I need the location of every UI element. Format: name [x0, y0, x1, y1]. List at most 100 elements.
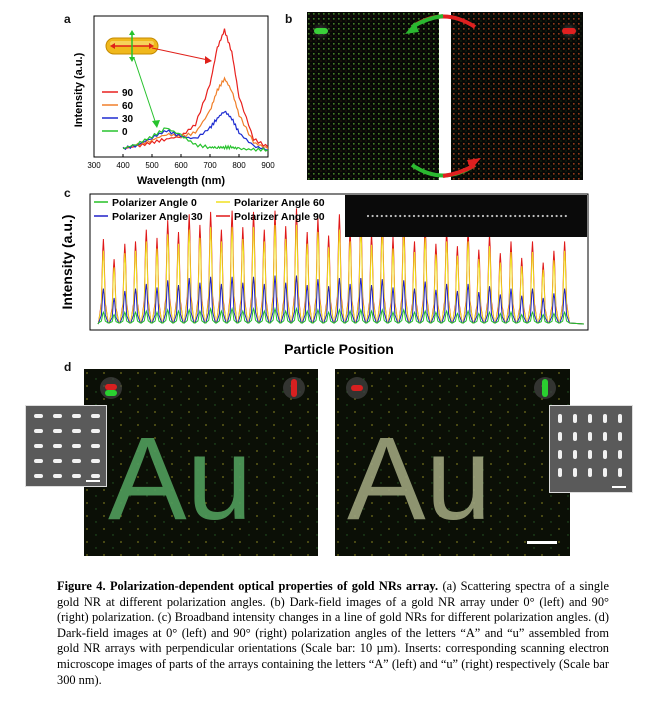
- inset-particle: [371, 214, 374, 218]
- y-axis-label-c: Intensity (a.u.): [59, 215, 75, 310]
- inset-particle: [380, 214, 383, 218]
- sem-rod: [573, 450, 577, 459]
- sem-rod: [558, 432, 562, 441]
- letters-au-right: Au: [347, 413, 491, 545]
- inset-particle: [527, 214, 531, 218]
- inset-particle: [422, 214, 425, 218]
- inset-particle: [463, 214, 466, 218]
- darkfield-svg: [307, 12, 583, 180]
- sem-rod: [618, 414, 622, 423]
- rod-icon-green-vertical: [542, 379, 548, 397]
- nanorod-inset: [105, 30, 159, 62]
- inset-particle: [477, 214, 480, 218]
- letters-au-left: Au: [108, 413, 252, 545]
- spectrum-90: [122, 28, 269, 150]
- sem-rod: [91, 474, 100, 478]
- legend-30: 30: [122, 114, 134, 125]
- x-ticks: 300 400 500 600 700 800 900: [87, 154, 275, 170]
- x-tick-label: 400: [116, 161, 130, 170]
- inset-particle: [560, 214, 563, 218]
- y-axis-label: Intensity (a.u.): [73, 52, 85, 127]
- inset-particle: [468, 214, 471, 218]
- x-tick-label: 800: [232, 161, 246, 170]
- inset-particle: [366, 214, 370, 218]
- sem-rod: [558, 468, 562, 477]
- inset-particle: [523, 214, 526, 218]
- trace-polarizer-angle-0: [97, 306, 585, 325]
- sem-rod: [588, 450, 592, 459]
- x-axis-label-c: Particle Position: [284, 341, 394, 357]
- rod-icon-horizontal-red: [562, 28, 576, 34]
- legend-angle-30: Polarizer Angle 30: [112, 211, 203, 223]
- inset-particle: [491, 214, 494, 218]
- sem-rod: [558, 414, 562, 423]
- inset-particle: [537, 214, 540, 218]
- scale-bar-300nm-right: [612, 486, 626, 488]
- sem-rod: [91, 429, 100, 433]
- legend-angle-90: Polarizer Angle 90: [234, 211, 325, 223]
- legend-60: 60: [122, 101, 134, 112]
- sem-rod: [53, 429, 62, 433]
- array-left-0deg: [307, 12, 439, 180]
- x-tick-label: 600: [174, 161, 188, 170]
- inset-particle: [481, 214, 485, 218]
- inset-particle: [495, 214, 498, 218]
- spectrum-0: [122, 127, 269, 152]
- legend: 90 60 30 0: [102, 88, 134, 138]
- legend-90: 90: [122, 88, 134, 99]
- panel-label-b: b: [285, 12, 293, 26]
- x-tick-label: 700: [203, 161, 217, 170]
- sem-rod: [34, 429, 43, 433]
- spectra-chart: 300 400 500 600 700 800 900 90 60 30 0 Wavelen…: [73, 15, 275, 187]
- panel-label-a: a: [64, 12, 71, 26]
- sem-rod: [34, 459, 43, 463]
- array-right-90deg: [451, 12, 583, 180]
- inset-particle: [435, 214, 439, 218]
- caption-title: Figure 4. Polarization-dependent optical…: [57, 579, 439, 593]
- x-axis-label: Wavelength (nm): [137, 175, 226, 187]
- inset-particle: [472, 214, 475, 218]
- inset-particle: [440, 214, 443, 218]
- legend-c: Polarizer Angle 0 Polarizer Angle 30 Pol…: [94, 197, 325, 223]
- inset-particle: [532, 214, 535, 218]
- inset-particle: [399, 214, 402, 218]
- sem-rod: [34, 444, 43, 448]
- sem-rod: [588, 414, 592, 423]
- inset-particle: [546, 214, 549, 218]
- inset-particle: [458, 214, 462, 218]
- sem-rod: [588, 468, 592, 477]
- panel-label-c: c: [64, 186, 71, 200]
- inset-particle: [376, 214, 379, 218]
- sem-rod: [588, 432, 592, 441]
- rod-icon-red-horizontal: [105, 384, 117, 390]
- sem-rod: [53, 459, 62, 463]
- inset-particle: [550, 214, 554, 218]
- caption-body: (a) Scattering spectra of a single gold …: [57, 579, 610, 687]
- sem-inset-right: [549, 405, 633, 493]
- spectrum-30: [122, 110, 268, 151]
- sem-rod: [91, 459, 100, 463]
- sem-inset-left: [25, 405, 107, 487]
- intensity-line-chart: Polarizer Angle 0 Polarizer Angle 30 Pol…: [59, 193, 589, 357]
- inset-particle: [426, 214, 429, 218]
- inset-particle: [394, 214, 397, 218]
- sem-rod: [72, 459, 81, 463]
- legend-angle-60: Polarizer Angle 60: [234, 197, 325, 209]
- inset-particle: [454, 214, 457, 218]
- spectrum-60: [122, 76, 269, 151]
- legend-0: 0: [122, 127, 128, 138]
- scale-bar-10um: [527, 541, 557, 544]
- darkfield-array-images: [307, 12, 583, 180]
- inset-particle: [500, 214, 503, 218]
- sem-rod: [34, 474, 43, 478]
- sem-rod: [573, 414, 577, 423]
- sem-rod: [603, 414, 607, 423]
- scale-bar-300nm-left: [86, 480, 100, 482]
- intensity-lines: [97, 208, 585, 325]
- sem-rod: [53, 444, 62, 448]
- rod-icon-horizontal-green: [314, 28, 328, 34]
- inset-particle: [564, 214, 567, 218]
- sem-rod: [618, 450, 622, 459]
- sem-rod: [72, 429, 81, 433]
- inset-particle: [417, 214, 420, 218]
